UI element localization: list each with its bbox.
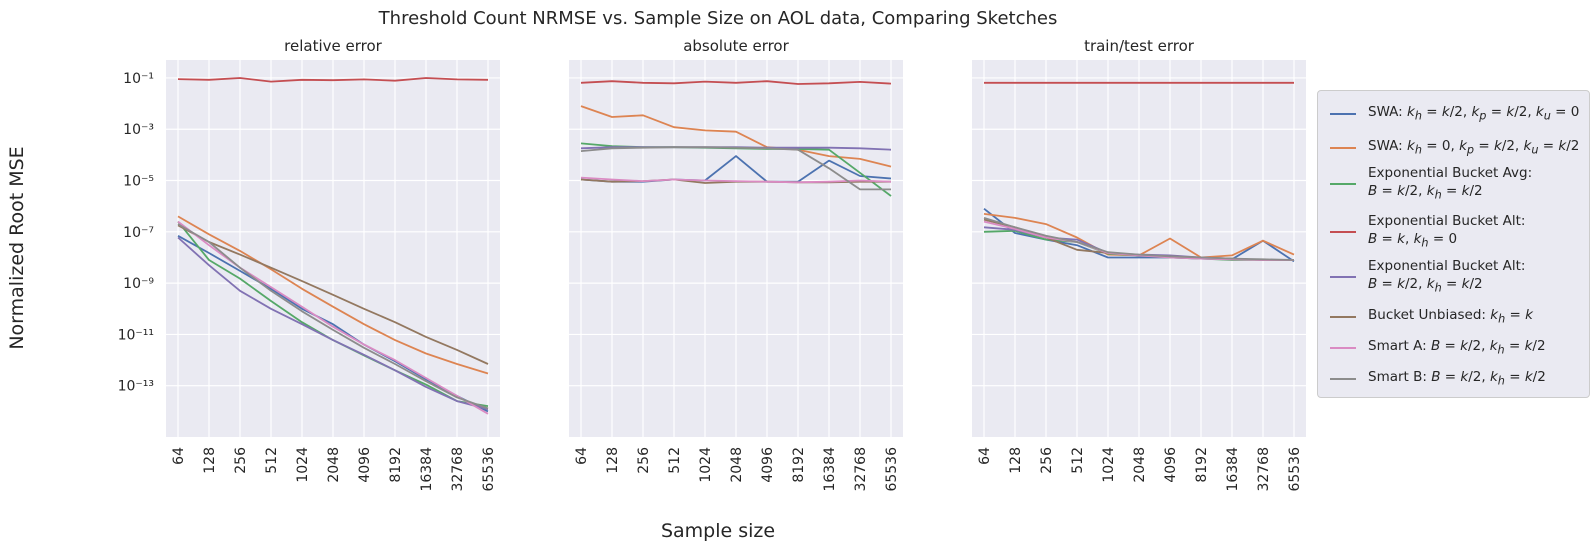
y-tick-label: 10⁻⁵ bbox=[123, 174, 154, 190]
legend-label: Exponential Bucket Alt: B = k, kh = 0 bbox=[1368, 212, 1526, 250]
x-tick-label: 64 bbox=[574, 447, 590, 465]
legend-item-bucket-unbiased: Bucket Unbiased: kh = k bbox=[1318, 305, 1589, 329]
x-tick-label: 4096 bbox=[1163, 447, 1179, 483]
x-tick-label: 128 bbox=[202, 447, 218, 474]
x-tick-label: 1024 bbox=[698, 447, 714, 483]
y-tick-label: 10⁻¹ bbox=[123, 71, 154, 87]
x-tick-label: 16384 bbox=[419, 447, 435, 492]
legend-label: Smart B: B = k/2, kh = k/2 bbox=[1368, 368, 1546, 388]
series-line-6 bbox=[177, 224, 489, 365]
x-tick-label: 64 bbox=[977, 447, 993, 465]
legend-item-exp-bucket-alt-2: Exponential Bucket Alt: B = k/2, kh = k/2 bbox=[1318, 257, 1589, 297]
x-tick-label: 65536 bbox=[884, 447, 900, 492]
x-tick-label: 512 bbox=[1070, 447, 1086, 474]
legend-swatch bbox=[1330, 147, 1356, 149]
x-tick-label: 1024 bbox=[1101, 447, 1117, 483]
x-tick-label: 65536 bbox=[1287, 447, 1303, 492]
x-tick-label: 16384 bbox=[822, 447, 838, 492]
legend-item-smart-b: Smart B: B = k/2, kh = k/2 bbox=[1318, 367, 1589, 391]
legend-label: Bucket Unbiased: kh = k bbox=[1368, 306, 1533, 326]
panel-title: train/test error bbox=[1084, 37, 1195, 55]
legend-swatch bbox=[1330, 113, 1356, 115]
series-line-2 bbox=[177, 215, 489, 375]
y-tick-label: 10⁻¹¹ bbox=[118, 327, 154, 343]
y-axis-label: Normalized Root MSE bbox=[6, 146, 28, 349]
y-tick-label: 10⁻¹³ bbox=[118, 379, 154, 395]
y-tick-label: 10⁻³ bbox=[123, 122, 154, 138]
y-tick-label: 10⁻⁹ bbox=[123, 276, 154, 292]
legend-swatch bbox=[1330, 316, 1356, 318]
legend-swatch bbox=[1330, 231, 1356, 233]
series-line-8 bbox=[177, 223, 489, 410]
x-tick-label: 512 bbox=[264, 447, 280, 474]
panel-title: absolute error bbox=[683, 37, 789, 55]
figure-title: Threshold Count NRMSE vs. Sample Size on… bbox=[378, 8, 1058, 29]
legend-swatch bbox=[1330, 378, 1356, 380]
x-tick-label: 256 bbox=[636, 447, 652, 474]
x-tick-label: 2048 bbox=[729, 447, 745, 483]
x-tick-label: 65536 bbox=[481, 447, 497, 492]
x-tick-label: 512 bbox=[667, 447, 683, 474]
x-tick-label: 1024 bbox=[295, 447, 311, 483]
x-tick-label: 32768 bbox=[1256, 447, 1272, 492]
x-tick-label: 4096 bbox=[357, 447, 373, 483]
x-axis-label: Sample size bbox=[661, 520, 775, 542]
y-tick-label: 10⁻⁷ bbox=[123, 225, 154, 241]
x-tick-label: 128 bbox=[1008, 447, 1024, 474]
legend-item-swa-1: SWA: kh = k/2, kp = k/2, ku = 0 bbox=[1318, 102, 1589, 126]
legend-item-exp-bucket-avg: Exponential Bucket Avg: B = k/2, kh = k/2 bbox=[1318, 164, 1589, 204]
legend-swatch bbox=[1330, 276, 1356, 278]
x-tick-label: 64 bbox=[171, 447, 187, 465]
x-tick-label: 256 bbox=[233, 447, 249, 474]
x-tick-label: 16384 bbox=[1225, 447, 1241, 492]
legend: SWA: kh = k/2, kp = k/2, ku = 0 SWA: kh … bbox=[1317, 90, 1590, 398]
legend-label: SWA: kh = 0, kp = k/2, ku = k/2 bbox=[1368, 137, 1580, 157]
series-line-5 bbox=[177, 236, 489, 411]
x-tick-label: 32768 bbox=[853, 447, 869, 492]
legend-item-smart-a: Smart A: B = k/2, kh = k/2 bbox=[1318, 336, 1589, 360]
legend-label: Exponential Bucket Avg: B = k/2, kh = k/2 bbox=[1368, 164, 1533, 202]
series-line-8 bbox=[580, 146, 891, 191]
x-tick-label: 32768 bbox=[450, 447, 466, 492]
legend-label: SWA: kh = k/2, kp = k/2, ku = 0 bbox=[1368, 103, 1580, 123]
legend-label: Smart A: B = k/2, kh = k/2 bbox=[1368, 337, 1546, 357]
x-tick-label: 2048 bbox=[1132, 447, 1148, 483]
x-tick-label: 8192 bbox=[1194, 447, 1210, 483]
legend-item-exp-bucket-alt-1: Exponential Bucket Alt: B = k, kh = 0 bbox=[1318, 212, 1589, 252]
series-line-8 bbox=[983, 217, 1295, 261]
x-tick-label: 128 bbox=[605, 447, 621, 474]
legend-swatch bbox=[1330, 347, 1356, 349]
series-line-7 bbox=[580, 176, 892, 184]
x-tick-label: 8192 bbox=[791, 447, 807, 483]
legend-item-swa-2: SWA: kh = 0, kp = k/2, ku = k/2 bbox=[1318, 136, 1589, 160]
legend-label: Exponential Bucket Alt: B = k/2, kh = k/2 bbox=[1368, 257, 1526, 295]
series-line-4 bbox=[177, 77, 489, 83]
x-tick-label: 8192 bbox=[388, 447, 404, 483]
panel-title: relative error bbox=[284, 37, 382, 55]
x-tick-label: 4096 bbox=[760, 447, 776, 483]
legend-swatch bbox=[1330, 183, 1356, 185]
x-tick-label: 256 bbox=[1039, 447, 1055, 474]
series-line-4 bbox=[580, 80, 892, 85]
x-tick-label: 2048 bbox=[326, 447, 342, 483]
